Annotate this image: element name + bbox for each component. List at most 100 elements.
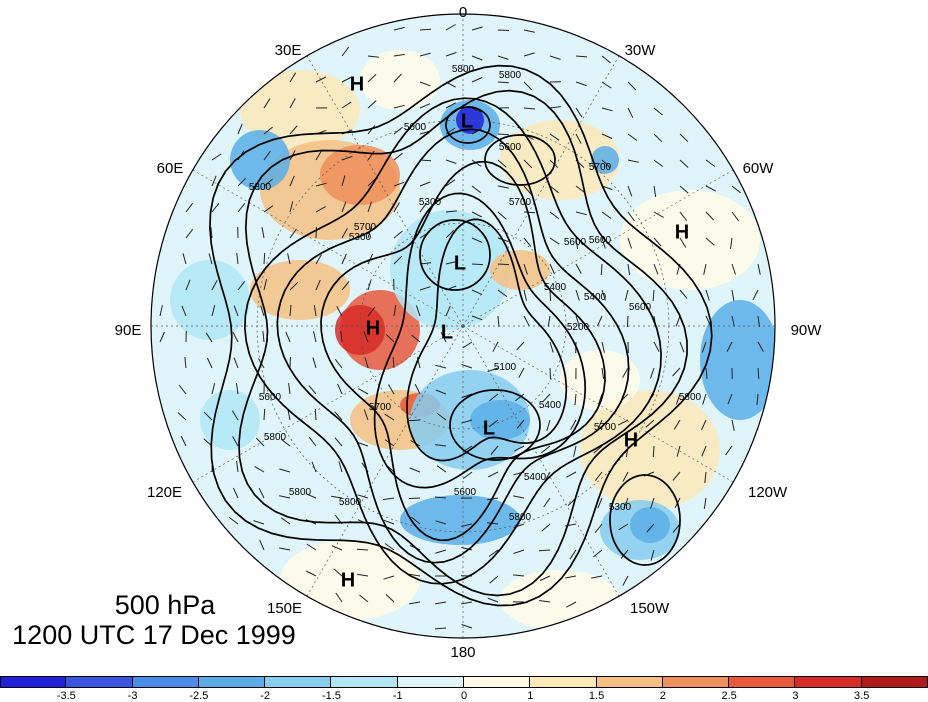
colorbar-tick-label: -1: [392, 690, 403, 702]
wind-barb: [627, 237, 632, 249]
wind-barb: [315, 206, 326, 213]
high-pressure-center: H: [350, 73, 364, 95]
wind-barb: [490, 445, 499, 455]
wind-barb: [523, 211, 536, 214]
contour-label: 5700: [594, 422, 617, 433]
wind-barb: [315, 76, 327, 83]
wind-barb: [705, 159, 716, 167]
contour-label: 5700: [589, 162, 612, 173]
colorbar-segment: [530, 676, 597, 688]
colorbar-tick-label: -3: [127, 690, 138, 702]
meridian: [462, 169, 734, 327]
wind-barb: [573, 445, 577, 457]
wind-barb: [263, 252, 266, 265]
wind-barb: [673, 419, 681, 430]
wind-barb: [497, 315, 500, 328]
contour-label: 5600: [259, 392, 282, 403]
wind-barb: [445, 52, 457, 57]
wind-barb: [601, 211, 612, 219]
wind-barb: [393, 104, 405, 109]
wind-barb: [497, 133, 510, 136]
wind-barb: [279, 495, 291, 499]
wind-barb: [594, 471, 603, 482]
wind-barb: [308, 385, 317, 395]
wind-barb: [335, 592, 343, 603]
wind-barb: [653, 237, 662, 247]
wind-barb: [623, 497, 629, 509]
wind-barb: [653, 133, 663, 143]
wind-barb: [409, 573, 421, 577]
meridian: [306, 325, 464, 597]
wind-barb: [419, 81, 431, 87]
wind-barb: [289, 125, 298, 135]
wind-barb: [305, 570, 317, 577]
wind-barb: [419, 159, 432, 162]
colorbar-segment: [132, 676, 199, 688]
wind-barb: [260, 305, 265, 317]
wind-barb: [757, 263, 761, 275]
wind-barb: [679, 341, 685, 353]
wind-barb: [232, 487, 239, 499]
low-pressure-center: L: [441, 321, 453, 343]
wind-barb: [598, 393, 603, 405]
wind-barb: [462, 341, 473, 349]
colorbar-segment: [198, 676, 266, 688]
wind-barb: [434, 496, 447, 499]
anomaly-region: [390, 210, 510, 330]
wind-barb: [393, 230, 403, 239]
lat-lon-grid: [151, 14, 775, 638]
wind-barb: [436, 412, 447, 421]
wind-barb: [367, 306, 376, 317]
wind-barb: [523, 107, 536, 110]
anomaly-region: [280, 540, 420, 620]
meridian: [462, 55, 620, 327]
wind-barb: [653, 107, 663, 116]
wind-barb: [513, 495, 525, 499]
wind-barb: [363, 409, 369, 421]
wind-barb: [435, 549, 447, 554]
wind-barb: [159, 305, 163, 317]
wind-barb: [367, 201, 372, 213]
meridian: [462, 325, 734, 483]
wind-barb: [336, 306, 343, 317]
wind-barb: [575, 237, 579, 249]
wind-barb: [627, 185, 633, 197]
contour-label: 5600: [454, 487, 477, 498]
wind-barb: [254, 465, 265, 473]
height-contour: [419, 219, 491, 291]
wind-barb: [384, 413, 395, 421]
high-pressure-center: H: [341, 569, 355, 591]
anomaly-shading: [170, 50, 775, 630]
wind-barb: [385, 594, 395, 603]
wind-barb: [622, 367, 629, 378]
wind-barb: [334, 411, 343, 421]
height-contour: [445, 106, 491, 144]
wind-barb: [311, 461, 317, 473]
wind-barb: [566, 601, 577, 608]
wind-barb: [356, 548, 369, 551]
polar-stereographic-map: 5800 5800 5600 5700 5600 5700 5600 5400 5200 5400…: [150, 13, 776, 639]
wind-barb: [565, 575, 577, 579]
height-contours: [209, 64, 713, 607]
wind-barb: [289, 72, 297, 83]
contour-label: 5600: [629, 302, 652, 313]
wind-barb: [627, 133, 638, 141]
wind-barb: [731, 315, 735, 327]
wind-barb: [313, 305, 317, 317]
wind-barb: [367, 55, 379, 58]
wind-barb: [523, 185, 532, 195]
wind-barb: [419, 52, 431, 57]
wind-barb: [182, 253, 187, 265]
wind-barb: [471, 77, 483, 83]
wind-barb: [445, 305, 451, 317]
wind-barb: [177, 412, 187, 421]
longitude-label: 180: [450, 644, 476, 661]
wind-barb: [570, 419, 577, 430]
colorbar-segment: [66, 676, 133, 688]
wind-barb: [601, 107, 613, 112]
wind-barb: [757, 367, 760, 380]
meridian: [192, 325, 464, 483]
wind-barb: [231, 410, 239, 421]
wind-barb: [393, 53, 405, 57]
contour-labels: 5800 5800 5600 5700 5600 5700 5600 5400 5200 5400…: [249, 64, 702, 523]
